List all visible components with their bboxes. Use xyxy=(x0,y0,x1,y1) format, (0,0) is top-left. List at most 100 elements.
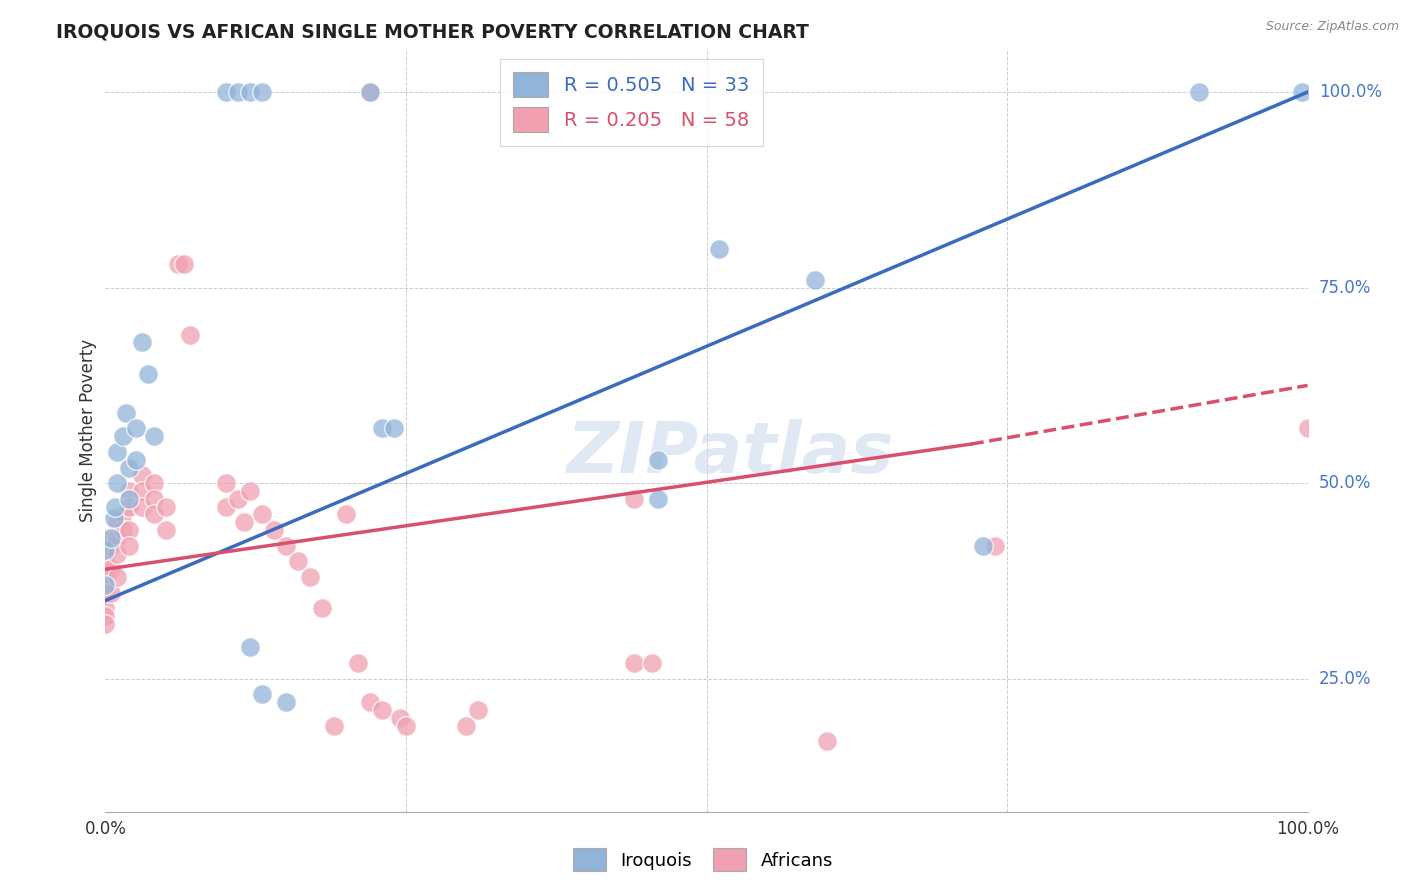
Point xyxy=(107,516,129,530)
Point xyxy=(359,85,381,99)
Point xyxy=(107,531,129,545)
Point xyxy=(395,719,418,733)
Point xyxy=(274,539,297,553)
Point xyxy=(250,85,273,99)
Point xyxy=(94,617,117,632)
Point xyxy=(112,523,135,537)
Point xyxy=(214,476,236,491)
Point xyxy=(214,500,236,514)
Point xyxy=(226,85,249,99)
Point xyxy=(972,539,994,553)
Point xyxy=(382,421,405,435)
Point xyxy=(104,500,127,514)
Point xyxy=(136,367,159,381)
Point xyxy=(112,508,135,522)
Point xyxy=(94,578,117,592)
Point xyxy=(115,406,138,420)
Point xyxy=(239,85,262,99)
Point xyxy=(250,508,273,522)
Y-axis label: Single Mother Poverty: Single Mother Poverty xyxy=(79,339,97,522)
Text: 50.0%: 50.0% xyxy=(1319,475,1371,492)
Point xyxy=(239,640,262,655)
Point xyxy=(107,570,129,584)
Point xyxy=(311,601,333,615)
Point xyxy=(239,483,262,498)
Point xyxy=(94,531,117,545)
Point xyxy=(100,539,122,553)
Point xyxy=(124,452,146,467)
Point xyxy=(647,491,669,506)
Point xyxy=(131,335,153,350)
Point xyxy=(263,523,285,537)
Point xyxy=(226,491,249,506)
Point xyxy=(707,242,730,256)
Point xyxy=(118,523,141,537)
Point xyxy=(371,421,394,435)
Text: ZIPatlas: ZIPatlas xyxy=(567,418,894,488)
Legend: R = 0.505   N = 33, R = 0.205   N = 58: R = 0.505 N = 33, R = 0.205 N = 58 xyxy=(501,59,763,145)
Point xyxy=(107,476,129,491)
Point xyxy=(155,523,177,537)
Point xyxy=(347,656,370,670)
Point xyxy=(155,500,177,514)
Point xyxy=(118,491,141,506)
Point xyxy=(1296,421,1319,435)
Point xyxy=(118,483,141,498)
Legend: Iroquois, Africans: Iroquois, Africans xyxy=(567,841,839,879)
Text: IROQUOIS VS AFRICAN SINGLE MOTHER POVERTY CORRELATION CHART: IROQUOIS VS AFRICAN SINGLE MOTHER POVERT… xyxy=(56,22,808,41)
Point xyxy=(131,468,153,483)
Point xyxy=(322,719,344,733)
Text: 25.0%: 25.0% xyxy=(1319,670,1371,688)
Point xyxy=(335,508,357,522)
Point xyxy=(173,257,195,271)
Point xyxy=(214,85,236,99)
Point xyxy=(623,656,645,670)
Point xyxy=(94,570,117,584)
Point xyxy=(100,585,122,599)
Point xyxy=(359,85,381,99)
Point xyxy=(984,539,1007,553)
Point xyxy=(100,562,122,576)
Point xyxy=(124,421,146,435)
Point xyxy=(142,476,165,491)
Point xyxy=(118,539,141,553)
Point xyxy=(232,516,254,530)
Point xyxy=(371,703,394,717)
Text: 100.0%: 100.0% xyxy=(1319,83,1382,101)
Point xyxy=(107,547,129,561)
Point xyxy=(179,327,201,342)
Point xyxy=(1291,85,1313,99)
Point xyxy=(298,570,321,584)
Point xyxy=(359,695,381,709)
Point xyxy=(94,585,117,599)
Point xyxy=(100,531,122,545)
Point xyxy=(107,445,129,459)
Point xyxy=(803,273,825,287)
Point xyxy=(641,656,664,670)
Point xyxy=(274,695,297,709)
Point xyxy=(94,542,117,557)
Point xyxy=(142,429,165,443)
Point xyxy=(467,703,489,717)
Point xyxy=(647,452,669,467)
Point xyxy=(388,711,411,725)
Point xyxy=(118,460,141,475)
Point xyxy=(112,429,135,443)
Point xyxy=(94,554,117,568)
Point xyxy=(166,257,188,271)
Point xyxy=(131,483,153,498)
Text: Source: ZipAtlas.com: Source: ZipAtlas.com xyxy=(1265,20,1399,33)
Point xyxy=(287,554,309,568)
Point xyxy=(118,500,141,514)
Point xyxy=(250,687,273,701)
Point xyxy=(94,601,117,615)
Point xyxy=(1188,85,1211,99)
Point xyxy=(103,511,125,525)
Point xyxy=(454,719,477,733)
Point xyxy=(94,609,117,624)
Point xyxy=(131,500,153,514)
Point xyxy=(815,734,838,748)
Point xyxy=(142,508,165,522)
Point xyxy=(142,491,165,506)
Text: 75.0%: 75.0% xyxy=(1319,278,1371,297)
